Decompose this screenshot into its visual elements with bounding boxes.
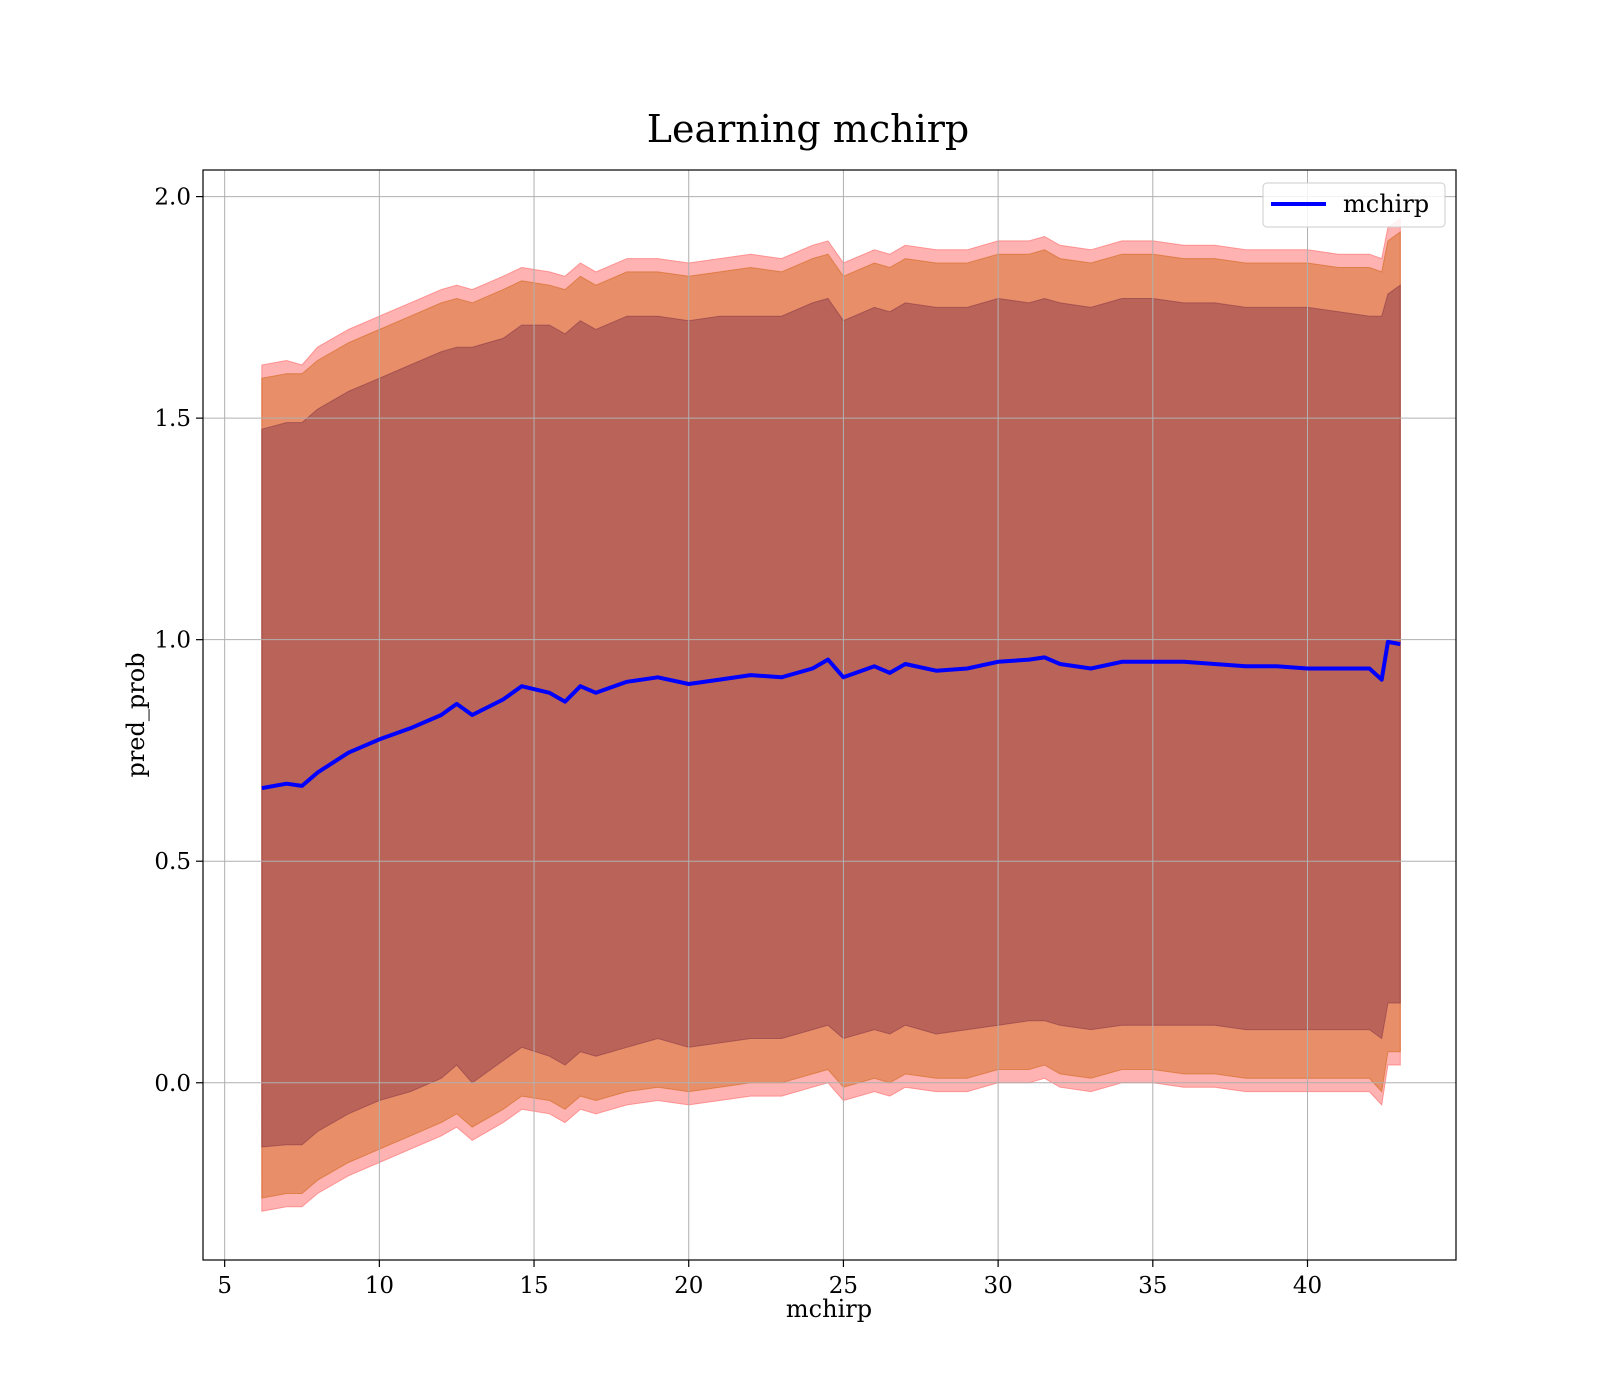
- x-axis-label: mchirp: [786, 1295, 872, 1323]
- y-tick-label: 0.5: [154, 849, 191, 875]
- plot-area: [202, 169, 1457, 1261]
- x-axis: 5 10 15 20 25 30 35 40: [217, 1260, 1322, 1299]
- x-tick-label: 30: [983, 1273, 1012, 1299]
- bands-layer: [261, 217, 1401, 1212]
- band-std: [261, 284, 1401, 1148]
- grid-layer: [203, 170, 1456, 1260]
- legend-box: [1262, 182, 1446, 228]
- x-tick-label: 10: [365, 1273, 394, 1299]
- series-line-mchirp: [261, 639, 1401, 791]
- lines-layer: [261, 639, 1401, 791]
- x-tick-label: 15: [519, 1273, 548, 1299]
- y-axis-label: pred_prob: [122, 652, 150, 777]
- chart-title: Learning mchirp: [647, 107, 969, 151]
- x-tick-label: 25: [829, 1273, 858, 1299]
- x-tick-label: 5: [217, 1273, 232, 1299]
- y-axis: 0.0 0.5 1.0 1.5 2.0: [154, 185, 203, 1097]
- legend: mchirp: [1262, 182, 1446, 228]
- legend-label-mchirp: mchirp: [1343, 190, 1429, 218]
- x-tick-label: 35: [1138, 1273, 1167, 1299]
- y-tick-label: 0.0: [154, 1071, 191, 1097]
- y-tick-label: 1.5: [154, 406, 191, 432]
- x-tick-label: 40: [1293, 1273, 1322, 1299]
- y-tick-label: 2.0: [154, 185, 191, 211]
- x-tick-label: 20: [674, 1273, 703, 1299]
- plot-frame: [202, 169, 1457, 1261]
- y-tick-label: 1.0: [154, 628, 191, 654]
